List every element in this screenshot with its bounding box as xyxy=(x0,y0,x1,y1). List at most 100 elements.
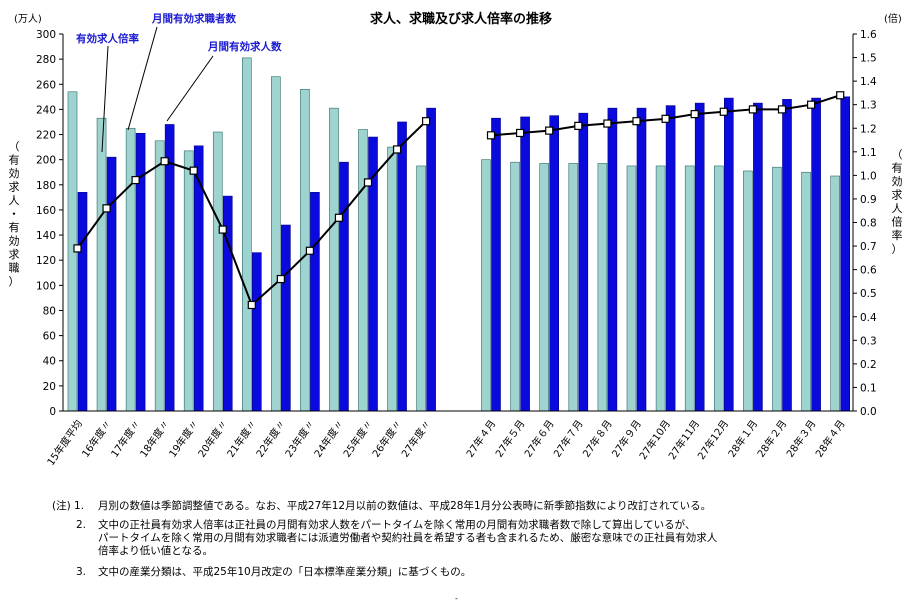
bar-openings xyxy=(281,224,291,412)
left-tick-label: 20 xyxy=(43,381,56,393)
right-axis-title: （有効求人倍率） xyxy=(892,148,903,256)
note-number: 3. xyxy=(76,566,87,578)
bar-openings xyxy=(397,121,407,412)
bar-openings xyxy=(339,161,349,412)
bar-jobseekers xyxy=(212,131,223,412)
ratio-marker xyxy=(131,175,140,185)
right-tick-label: 0.5 xyxy=(860,288,877,300)
bar-jobseekers xyxy=(271,76,281,412)
ratio-marker xyxy=(719,107,728,116)
ratio-marker xyxy=(806,100,816,109)
left-tick-label: 0 xyxy=(49,406,56,418)
axis-title-char: 倍 xyxy=(892,215,903,229)
note-text: 月別の数値は季節調整値である。なお、平成27年12月以前の数値は、平成28年1月… xyxy=(98,500,712,512)
axis-title-char: 効 xyxy=(9,166,20,180)
ratio-marker xyxy=(836,91,845,100)
bar-jobseekers xyxy=(510,161,520,412)
ratio-marker xyxy=(189,166,198,175)
notes: (注) 1. 月別の数値は季節調整値である。なお、平成27年12月以前の数値は、平… xyxy=(52,500,912,585)
ratio-marker xyxy=(160,157,169,166)
bar-openings xyxy=(607,107,618,412)
bar-openings xyxy=(578,112,589,412)
bar-jobseekers xyxy=(183,150,194,412)
ratio-marker xyxy=(515,128,525,138)
right-tick-label: 1.4 xyxy=(860,76,877,88)
note-text: 文中の正社員有効求人倍率は正社員の月間有効求人数をパートタイムを除く常用の月間有… xyxy=(98,519,696,531)
axis-title-char: 人 xyxy=(9,194,20,207)
left-axis-title: （有効求人・有効求職） xyxy=(9,140,20,288)
note-item: 3. 文中の産業分類は、平成25年10月改定の「日本標準産業分類」に基づくもの。 xyxy=(52,566,912,579)
ratio-marker xyxy=(73,244,82,253)
bar-openings xyxy=(252,252,262,412)
left-tick-label: 160 xyxy=(36,205,56,217)
bar-openings xyxy=(753,102,763,412)
category-label: 27年度〃 xyxy=(398,417,433,459)
bar-jobseekers xyxy=(387,146,397,412)
right-tick-label: 0.6 xyxy=(860,265,877,277)
bar-openings xyxy=(106,156,117,412)
annotation-leader-openings xyxy=(166,55,214,122)
bar-openings xyxy=(426,107,436,412)
bar-jobseekers xyxy=(801,171,811,412)
note-item: 2. 文中の正社員有効求人倍率は正社員の月間有効求人数をパートタイムを除く常用の月… xyxy=(52,519,912,558)
bar-openings xyxy=(811,97,821,412)
bar-openings xyxy=(491,117,501,412)
left-tick-label: 60 xyxy=(43,331,56,343)
left-tick-label: 240 xyxy=(36,104,56,116)
right-tick-label: 0.1 xyxy=(860,382,877,394)
chart-title: 求人、求職及び求人倍率の推移 xyxy=(370,11,552,27)
bar-openings xyxy=(164,124,175,412)
bar-openings xyxy=(520,116,530,412)
right-tick-label: 0.7 xyxy=(860,241,877,253)
left-tick-label: 180 xyxy=(36,180,56,192)
bar-jobseekers xyxy=(568,163,579,412)
ratio-marker xyxy=(603,119,612,128)
note-text: 文中の産業分類は、平成25年10月改定の「日本標準産業分類」に基づくもの。 xyxy=(98,566,472,578)
axis-title-char: ・ xyxy=(9,208,20,221)
axis-title-char: 有 xyxy=(9,220,20,234)
axis-title-char: ） xyxy=(892,243,903,256)
left-unit: (万人) xyxy=(14,13,42,25)
bar-openings xyxy=(636,107,647,412)
axis-title-char: 求 xyxy=(9,248,20,261)
right-tick-label: 1.2 xyxy=(860,123,877,135)
note-text: パートタイムを除く常用の月間有効求職者には派遣労働者や契約社員を希望する者も含ま… xyxy=(98,532,718,544)
left-tick-label: 300 xyxy=(36,29,56,41)
axis-title-char: 求 xyxy=(9,181,20,194)
right-tick-label: 1.3 xyxy=(860,100,877,112)
annotation-leader-jobseekers xyxy=(127,26,158,131)
ratio-marker xyxy=(218,225,227,234)
ratio-marker xyxy=(422,117,431,126)
left-tick-label: 140 xyxy=(36,230,56,242)
axis-title-char: 求 xyxy=(892,189,903,202)
bar-openings xyxy=(665,105,676,412)
axis-title-char: 人 xyxy=(892,202,903,215)
left-tick-label: 120 xyxy=(36,255,56,267)
ratio-marker xyxy=(102,204,111,213)
bar-jobseekers xyxy=(655,165,666,412)
annotation-openings: 月間有効求人数 xyxy=(207,40,282,53)
bar-jobseekers xyxy=(626,165,637,412)
axis-title-char: ） xyxy=(9,275,20,288)
bar-jobseekers xyxy=(154,140,165,412)
bar-openings xyxy=(840,96,851,412)
right-unit: (倍) xyxy=(884,12,902,25)
ratio-marker xyxy=(276,274,285,284)
ratio-marker xyxy=(392,145,402,154)
right-tick-label: 0.2 xyxy=(860,359,877,371)
note-number: 2. xyxy=(76,519,87,531)
bar-jobseekers xyxy=(713,165,724,412)
left-tick-label: 260 xyxy=(36,79,56,91)
annotation-ratio: 有効求人倍率 xyxy=(76,32,139,45)
ratio-marker xyxy=(247,300,256,310)
bar-openings xyxy=(723,97,734,412)
right-tick-label: 1.5 xyxy=(860,53,877,65)
right-tick-label: 0.3 xyxy=(860,335,877,347)
bar-jobseekers xyxy=(96,117,107,412)
axis-title-char: 効 xyxy=(892,174,903,188)
bar-jobseekers xyxy=(358,129,368,412)
ratio-marker xyxy=(748,105,758,114)
axis-title-char: 率 xyxy=(892,228,903,242)
axis-title-char: 有 xyxy=(892,161,903,175)
right-tick-label: 0.9 xyxy=(860,194,877,206)
